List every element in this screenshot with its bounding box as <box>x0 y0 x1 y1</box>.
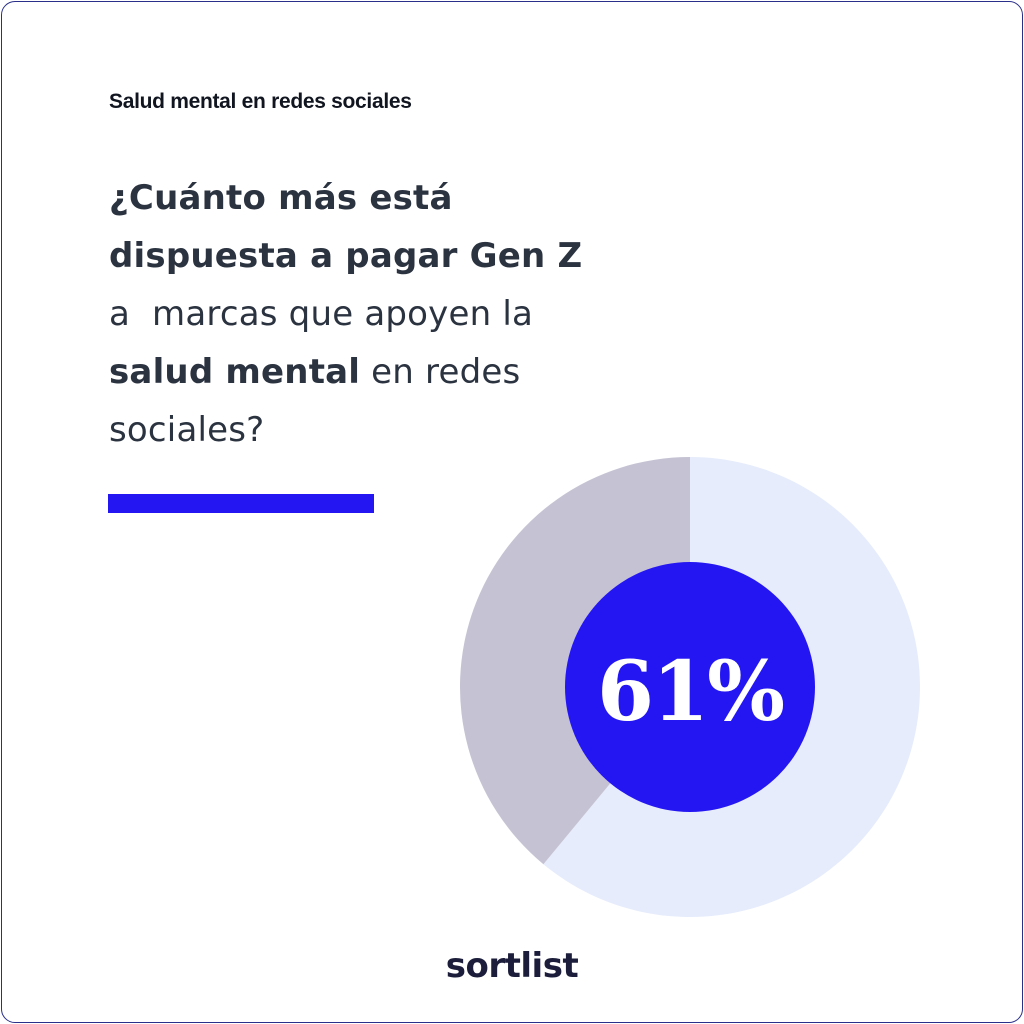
eyebrow-title: Salud mental en redes sociales <box>109 90 412 113</box>
headline-line-2: dispuesta a pagar Gen Z <box>109 236 583 276</box>
headline-emphasis: salud mental <box>109 352 361 392</box>
headline: ¿Cuánto más está dispuesta a pagar Gen Z… <box>109 169 669 459</box>
percentage-label: 61% <box>597 644 783 740</box>
headline-line-5: sociales? <box>109 410 265 450</box>
donut-center <box>565 562 815 812</box>
headline-line-3: a marcas que apoyen la <box>109 294 534 334</box>
sortlist-logo: sortlist <box>445 946 579 986</box>
headline-line-4: salud mental en redes <box>109 343 669 401</box>
headline-line-4-rest: en redes <box>360 352 521 392</box>
headline-line-1: ¿Cuánto más está <box>109 178 453 218</box>
accent-rule <box>108 494 374 513</box>
donut-chart: 61% <box>460 457 920 917</box>
